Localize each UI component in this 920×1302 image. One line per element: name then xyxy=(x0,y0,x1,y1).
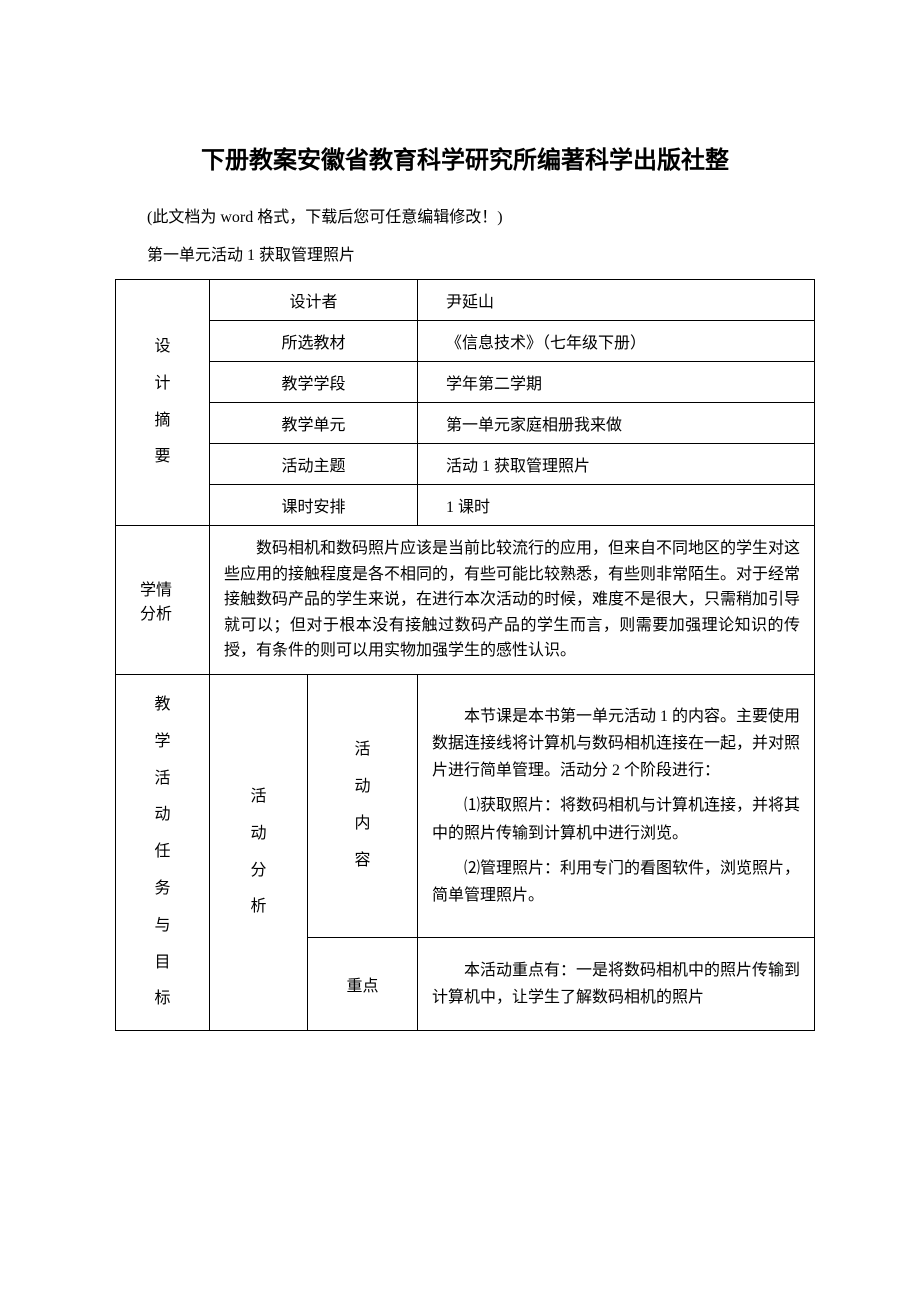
situation-text: 数码相机和数码照片应该是当前比较流行的应用，但来自不同地区的学生对这些应用的接触… xyxy=(210,526,815,675)
content-paragraph: 本节课是本书第一单元活动 1 的内容。主要使用数据连接线将计算机与数码相机连接在… xyxy=(432,703,800,785)
lesson-plan-table: 设计摘要 设计者 尹延山 所选教材 《信息技术》（七年级下册） 教学学段 学年第… xyxy=(115,279,815,1031)
situation-label: 学情分析 xyxy=(116,526,210,675)
content-paragraph: 本活动重点有：一是将数码相机中的照片传输到计算机中，让学生了解数码相机的照片 xyxy=(432,957,800,1011)
meta-label: 教学学段 xyxy=(210,362,418,403)
meta-value: 尹延山 xyxy=(418,280,815,321)
table-row: 设计摘要 设计者 尹延山 xyxy=(116,280,815,321)
activity-content: 本节课是本书第一单元活动 1 的内容。主要使用数据连接线将计算机与数码相机连接在… xyxy=(418,674,815,937)
content-paragraph: ⑴获取照片：将数码相机与计算机连接，并将其中的照片传输到计算机中进行浏览。 xyxy=(432,792,800,846)
subtitle: 第一单元活动 1 获取管理照片 xyxy=(115,241,815,265)
activity-left-label: 教学活动任务与目标 xyxy=(116,674,210,1030)
table-row: 教学活动任务与目标 活动分析 活动内容 本节课是本书第一单元活动 1 的内容。主… xyxy=(116,674,815,937)
content-paragraph: ⑵管理照片：利用专门的看图软件，浏览照片，简单管理照片。 xyxy=(432,855,800,909)
meta-value: 《信息技术》（七年级下册） xyxy=(418,321,815,362)
meta-value: 学年第二学期 xyxy=(418,362,815,403)
meta-value: 1 课时 xyxy=(418,485,815,526)
key-text: 本活动重点有：一是将数码相机中的照片传输到计算机中，让学生了解数码相机的照片 xyxy=(418,937,815,1030)
meta-section-label: 设计摘要 xyxy=(116,280,210,526)
meta-label: 教学单元 xyxy=(210,403,418,444)
meta-label: 活动主题 xyxy=(210,444,418,485)
meta-value: 活动 1 获取管理照片 xyxy=(418,444,815,485)
table-row: 学情分析 数码相机和数码照片应该是当前比较流行的应用，但来自不同地区的学生对这些… xyxy=(116,526,815,675)
format-note: (此文档为 word 格式，下载后您可任意编辑修改！) xyxy=(115,203,815,227)
table-row: 活动主题 活动 1 获取管理照片 xyxy=(116,444,815,485)
meta-label: 设计者 xyxy=(210,280,418,321)
meta-label: 课时安排 xyxy=(210,485,418,526)
activity-content-label: 活动内容 xyxy=(308,674,418,937)
meta-label: 所选教材 xyxy=(210,321,418,362)
page-title: 下册教案安徽省教育科学研究所编著科学出版社整 xyxy=(115,140,815,175)
table-row: 教学单元 第一单元家庭相册我来做 xyxy=(116,403,815,444)
table-row: 课时安排 1 课时 xyxy=(116,485,815,526)
meta-value: 第一单元家庭相册我来做 xyxy=(418,403,815,444)
activity-sub-label: 活动分析 xyxy=(210,674,308,1030)
table-row: 所选教材 《信息技术》（七年级下册） xyxy=(116,321,815,362)
table-row: 教学学段 学年第二学期 xyxy=(116,362,815,403)
key-label: 重点 xyxy=(308,937,418,1030)
